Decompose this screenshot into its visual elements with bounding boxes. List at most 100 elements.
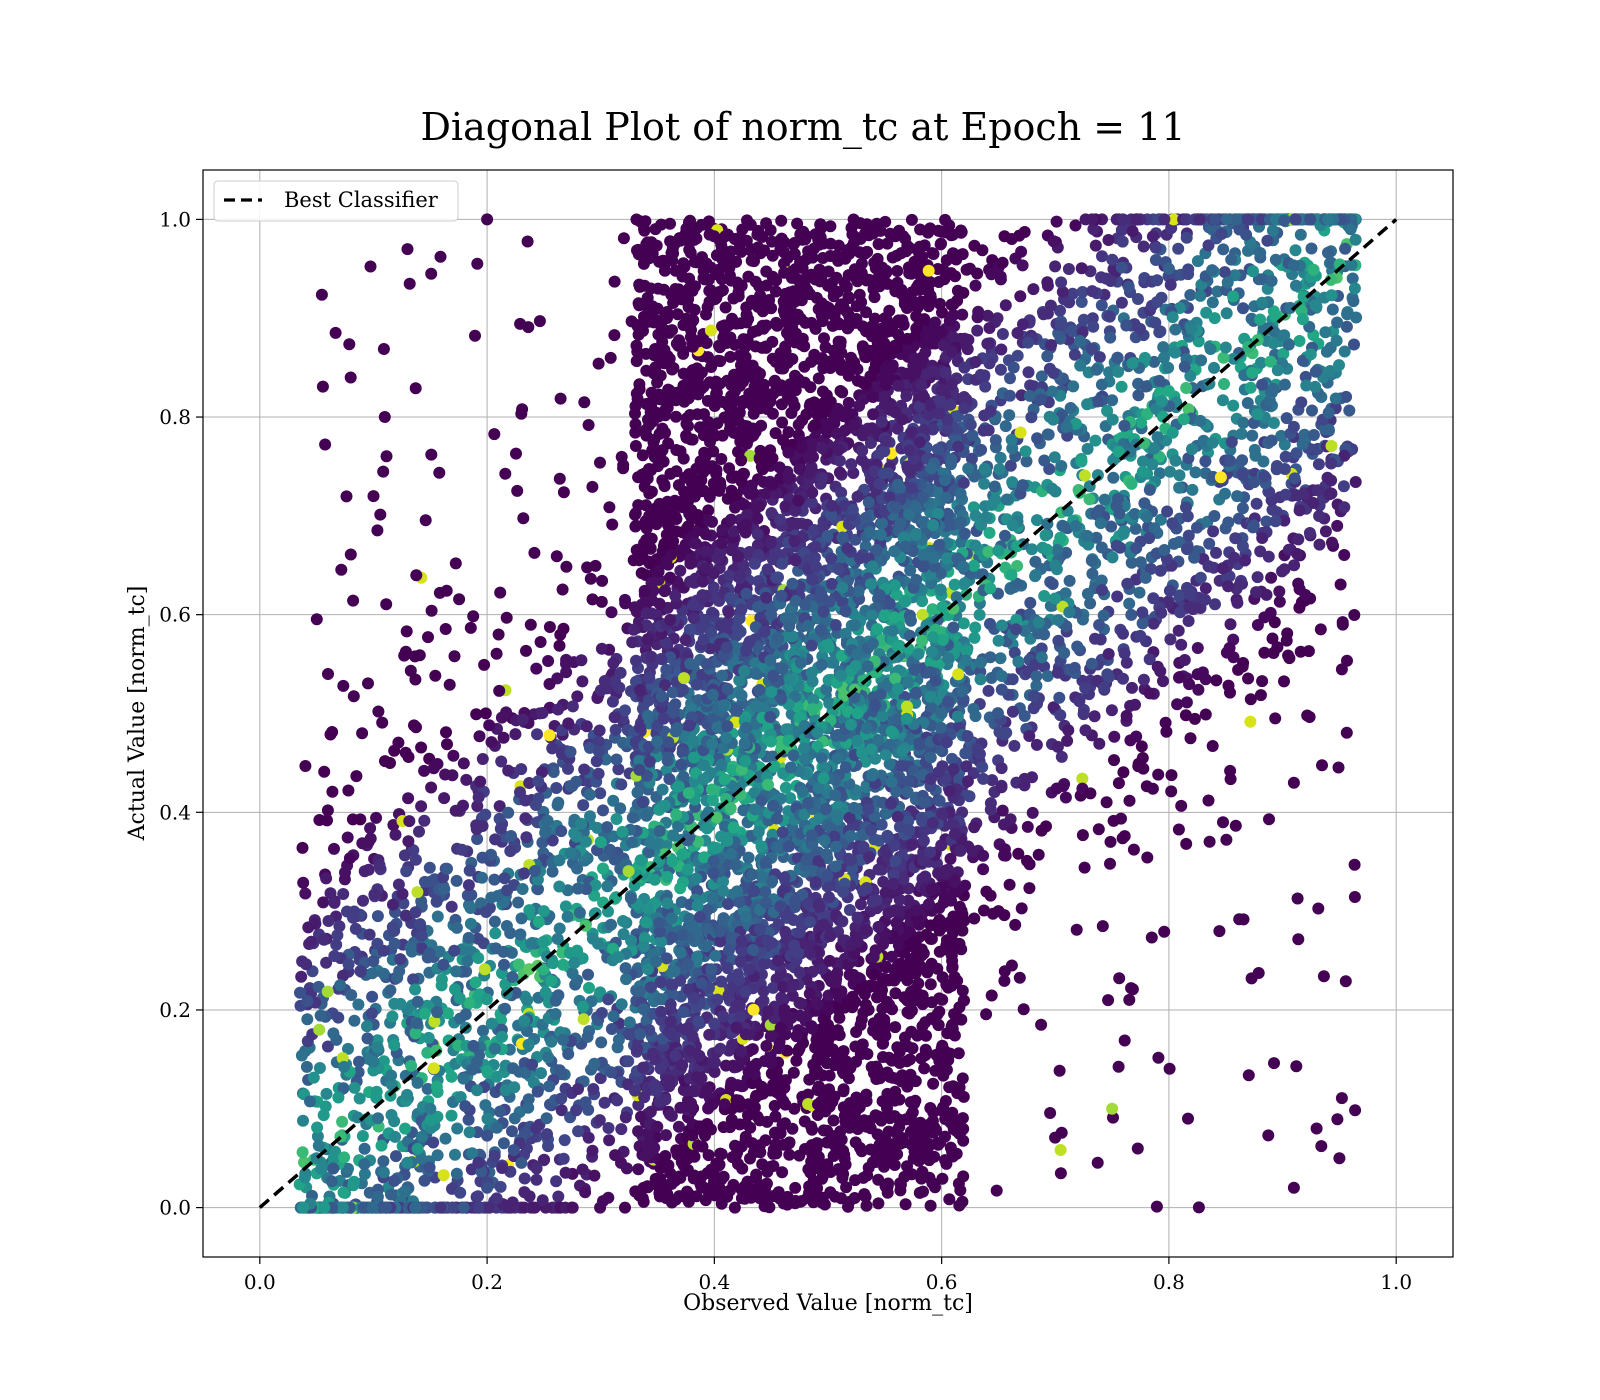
scatter-point (326, 726, 339, 738)
scatter-point (1118, 1034, 1131, 1047)
scatter-point (659, 1150, 672, 1162)
scatter-point (1203, 835, 1216, 848)
scatter-point (1335, 1092, 1348, 1105)
scatter-point (855, 1013, 868, 1026)
scatter-point (403, 277, 416, 290)
scatter-point (448, 650, 461, 663)
scatter-point (1095, 299, 1108, 312)
scatter-point (377, 465, 390, 478)
scatter-point (812, 303, 825, 316)
scatter-point (1015, 902, 1028, 915)
scatter-point (856, 444, 869, 457)
scatter-point (410, 569, 423, 582)
scatter-point (979, 380, 992, 393)
scatter-point (578, 396, 591, 409)
scatter-point (677, 452, 690, 465)
scatter-point (671, 308, 684, 321)
scatter-point (722, 898, 735, 910)
scatter-point (916, 998, 929, 1011)
scatter-point (757, 322, 770, 335)
scatter-point (684, 214, 696, 227)
scatter-point (608, 329, 621, 342)
scatter-point (1261, 234, 1274, 247)
scatter-point (1175, 799, 1188, 812)
scatter-point (842, 320, 855, 333)
scatter-point (611, 1094, 624, 1107)
scatter-point (555, 1104, 568, 1117)
scatter-point (998, 974, 1011, 987)
scatter-point (696, 254, 708, 267)
scatter-point (1280, 412, 1293, 425)
scatter-point (315, 288, 328, 301)
scatter-point (1117, 672, 1129, 685)
scatter-point (658, 478, 671, 491)
scatter-point (464, 621, 477, 634)
scatter-point (370, 811, 383, 824)
scatter-point (969, 621, 982, 634)
scatter-point (661, 870, 674, 883)
scatter-point (499, 467, 512, 480)
scatter-point (1129, 522, 1142, 535)
scatter-point (415, 741, 428, 754)
scatter-point (819, 341, 832, 354)
scatter-point (1049, 1131, 1062, 1144)
scatter-point (660, 1129, 672, 1142)
scatter-point (812, 1098, 824, 1111)
scatter-point (514, 317, 527, 330)
scatter-point (704, 324, 717, 337)
scatter-point (680, 417, 693, 430)
scatter-point (670, 465, 683, 478)
scatter-point (698, 408, 710, 421)
scatter-point (1199, 708, 1212, 721)
scatter-point (776, 1166, 789, 1179)
scatter-point (1075, 296, 1088, 308)
scatter-point (892, 379, 905, 392)
scatter-point (593, 724, 606, 737)
scatter-point (1263, 813, 1275, 826)
scatter-point (1089, 239, 1102, 252)
scatter-point (312, 980, 325, 993)
scatter-point (642, 413, 654, 426)
scatter-point (664, 571, 677, 584)
scatter-point (629, 440, 642, 452)
scatter-point (927, 1077, 940, 1090)
scatter-point (380, 598, 393, 611)
scatter-point (722, 606, 735, 619)
scatter-point (879, 960, 892, 973)
scatter-point (617, 232, 630, 245)
scatter-point (924, 978, 937, 991)
scatter-point (494, 586, 507, 599)
scatter-point (672, 479, 685, 492)
scatter-point (1331, 519, 1344, 532)
scatter-point (443, 678, 456, 691)
scatter-point (837, 1101, 850, 1114)
scatter-point (509, 728, 522, 741)
scatter-point (1315, 1140, 1328, 1153)
scatter-point (1294, 645, 1307, 658)
scatter-point (1348, 609, 1361, 621)
scatter-point (837, 1085, 850, 1098)
scatter-point (776, 416, 789, 429)
scatter-point (796, 414, 809, 427)
scatter-point (1184, 732, 1197, 745)
scatter-point (1336, 616, 1349, 629)
scatter-point (898, 1170, 911, 1183)
scatter-point (326, 785, 339, 798)
scatter-point (960, 263, 973, 276)
scatter-point (775, 398, 788, 411)
scatter-point (399, 645, 412, 658)
scatter-point (833, 454, 846, 467)
scatter-point (875, 415, 888, 428)
scatter-point (1291, 892, 1304, 905)
scatter-point (773, 461, 786, 474)
scatter-point (672, 339, 685, 352)
scatter-point (947, 331, 960, 344)
scatter-point (811, 1052, 824, 1065)
scatter-point (636, 449, 649, 462)
scatter-point (783, 1148, 796, 1161)
scatter-point (680, 431, 693, 444)
scatter-point (799, 1143, 811, 1155)
scatter-point (978, 904, 990, 917)
scatter-point (818, 332, 830, 345)
scatter-point (865, 1061, 878, 1073)
